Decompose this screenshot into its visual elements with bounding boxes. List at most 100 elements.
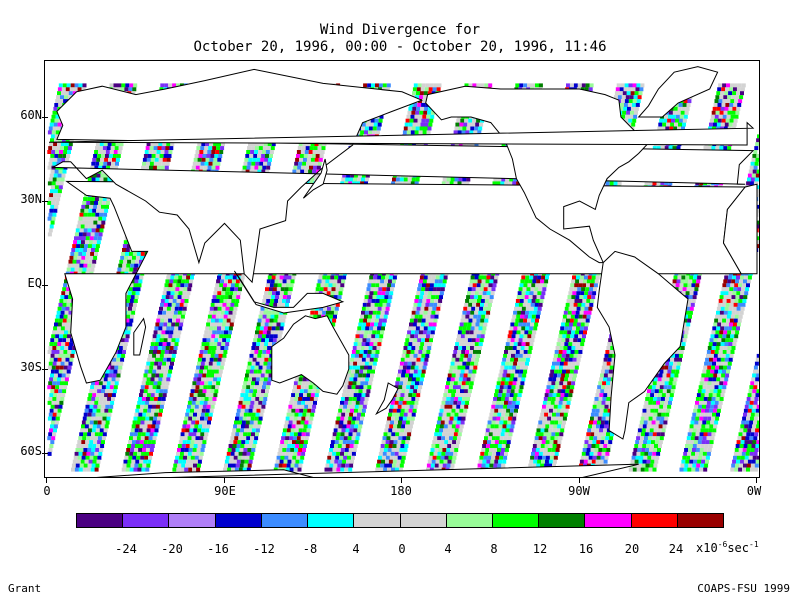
swath-cell [150, 428, 155, 433]
swath-cell [157, 346, 162, 350]
swath-cell [129, 467, 134, 472]
swath-cell [217, 275, 221, 280]
swath-cell [313, 161, 318, 166]
swath-cell [306, 157, 311, 162]
swath-cell [50, 424, 54, 429]
swath-cell [746, 416, 750, 421]
swath-cell [290, 463, 295, 468]
swath-cell [151, 440, 156, 445]
swath-cell [278, 330, 283, 335]
swath-cell [200, 397, 205, 401]
swath-cell [747, 459, 752, 464]
swath-cell [156, 334, 161, 339]
swath-cell [232, 428, 237, 433]
swath-cell [690, 436, 695, 441]
swath-cell [68, 259, 73, 264]
swath-cell [756, 220, 759, 225]
swath-cell [746, 448, 751, 452]
swath-cell [255, 326, 260, 331]
swath-cell [48, 228, 53, 233]
swath-cell [196, 381, 201, 386]
swath-cell [113, 83, 118, 88]
swath-cell [52, 381, 57, 386]
swath-cell [379, 114, 384, 119]
swath-cell [158, 157, 163, 162]
swath-cell [436, 87, 441, 92]
swath-cell [261, 369, 266, 374]
swath-cell [220, 361, 225, 366]
swath-cell [261, 169, 266, 174]
swath-cell [142, 412, 147, 417]
swath-cell [59, 385, 64, 390]
swath-cell [207, 365, 212, 370]
swath-cell [300, 436, 305, 441]
swath-cell [182, 459, 187, 464]
swath-cell [101, 404, 106, 409]
swath-cell [151, 373, 156, 378]
swath-cell [707, 381, 712, 386]
swath-cell [697, 459, 702, 464]
swath-cell [300, 404, 305, 409]
swath-cell [197, 157, 202, 162]
swath-cell [52, 146, 57, 151]
swath-cell [160, 165, 165, 170]
swath-cell [216, 361, 221, 366]
swath-cell [224, 463, 228, 468]
swath-cell [223, 350, 228, 354]
swath-cell [295, 424, 300, 429]
swath-cell [271, 326, 276, 331]
swath-cell [292, 404, 297, 409]
swath-cell [753, 365, 758, 370]
swath-cell [217, 326, 221, 331]
swath-cell [749, 385, 754, 390]
swath-cell [147, 440, 152, 445]
swath-cell [308, 385, 313, 390]
swath-cell [336, 283, 341, 288]
swath-cell [210, 373, 214, 378]
swath-cell [264, 157, 269, 162]
swath-cell [231, 467, 235, 472]
swath-cell [704, 377, 709, 382]
swath-cell [165, 346, 170, 350]
swath-cell [126, 448, 131, 452]
swath-cell [710, 334, 715, 339]
swath-cell [132, 455, 137, 460]
swath-cell [139, 275, 144, 280]
swath-cell [736, 459, 740, 464]
swath-cell [119, 142, 124, 147]
swath-cell [58, 103, 63, 107]
swath-cell [246, 150, 251, 154]
swath-cell [196, 146, 201, 151]
swath-cell [304, 404, 309, 409]
swath-cell [203, 369, 208, 374]
swath-cell [167, 302, 172, 307]
swath-cell [233, 440, 238, 445]
swath-cell [294, 463, 299, 468]
swath-cell [381, 87, 386, 92]
swath-cell [132, 302, 137, 307]
swath-cell [203, 420, 208, 425]
swath-cell [306, 412, 311, 417]
swath-cell [203, 350, 208, 354]
swath-cell [65, 157, 70, 162]
swath-cell [80, 259, 85, 264]
swath-cell [740, 306, 745, 311]
swath-cell [298, 412, 303, 417]
swath-cell [404, 122, 409, 127]
swath-cell [255, 432, 259, 437]
swath-cell [707, 346, 712, 350]
swath-cell [341, 279, 346, 284]
swath-cell [108, 389, 113, 394]
swath-cell [693, 440, 698, 445]
swath-cell [708, 444, 713, 448]
swath-cell [280, 455, 285, 460]
swath-cell [149, 165, 153, 170]
swath-cell [192, 432, 197, 437]
swath-cell [237, 440, 242, 445]
swath-cell [140, 420, 145, 425]
swath-cell [708, 428, 713, 433]
swath-cell [193, 463, 197, 468]
swath-cell [243, 381, 248, 386]
swath-cell [749, 165, 754, 170]
swath-cell [52, 110, 57, 115]
